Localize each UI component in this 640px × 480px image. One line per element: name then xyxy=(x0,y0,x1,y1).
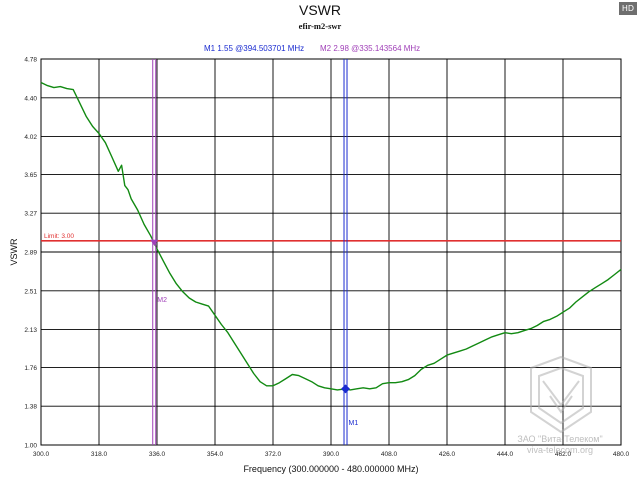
x-tick-labels: 300.0 318.0 336.0 354.0 372.0 390.0 408.0 426.0… xyxy=(33,451,630,458)
x-tick-label: 300.0 xyxy=(33,451,50,458)
y-tick-label: 1.00 xyxy=(24,443,37,450)
chart-title: VSWR xyxy=(299,2,341,18)
y-tick-label: 2.13 xyxy=(24,327,37,334)
markers-layer[interactable]: M1 M2 xyxy=(150,59,358,445)
y-tick-label: 2.89 xyxy=(24,250,37,257)
marker-m1-point[interactable] xyxy=(341,384,351,394)
y-tick-labels: 1.00 1.38 1.76 2.13 2.51 2.89 3.27 3.65 4.02 4.40… xyxy=(24,57,37,450)
series-layer xyxy=(40,81,622,391)
y-tick-label: 2.51 xyxy=(24,288,37,295)
chart-subtitle: efir-m2-swr xyxy=(299,21,342,31)
watermark: ЗАО "Вита-Телеком" viva-telecom.org xyxy=(517,355,603,455)
watermark-site: viva-telecom.org xyxy=(527,445,593,455)
x-tick-label: 336.0 xyxy=(149,451,166,458)
y-tick-label: 1.76 xyxy=(24,365,37,372)
hd-badge[interactable]: HD xyxy=(619,2,637,15)
watermark-shield-icon xyxy=(530,355,592,434)
y-tick-label: 4.40 xyxy=(24,95,37,102)
x-tick-label: 390.0 xyxy=(323,451,340,458)
x-tick-label: 480.0 xyxy=(613,451,630,458)
marker-m2-point[interactable] xyxy=(150,239,159,246)
x-tick-label: 318.0 xyxy=(91,451,108,458)
x-axis-label: Frequency (300.000000 - 480.000000 MHz) xyxy=(243,464,418,474)
marker-m2-readout: M2 2.98 @335.143564 MHz xyxy=(320,44,420,53)
limit-label: Limit: 3.00 xyxy=(44,233,74,240)
y-tick-label: 3.65 xyxy=(24,172,37,179)
series-line-vswr xyxy=(40,81,622,391)
grid-lines xyxy=(41,59,621,445)
marker-m1-readout: M1 1.55 @394.503701 MHz xyxy=(204,44,304,53)
y-tick-label: 1.38 xyxy=(24,404,37,411)
x-tick-label: 372.0 xyxy=(265,451,282,458)
x-tick-label: 408.0 xyxy=(381,451,398,458)
x-tick-label: 462.0 xyxy=(555,451,572,458)
y-tick-label: 3.27 xyxy=(24,211,37,218)
marker-m2-label: M2 xyxy=(157,297,167,304)
x-tick-label: 444.0 xyxy=(497,451,514,458)
y-axis-label: VSWR xyxy=(9,238,19,266)
y-tick-label: 4.78 xyxy=(24,57,37,64)
y-tick-label: 4.02 xyxy=(24,134,37,141)
x-tick-label: 354.0 xyxy=(207,451,224,458)
watermark-company: ЗАО "Вита-Телеком" xyxy=(517,434,602,444)
x-tick-label: 426.0 xyxy=(439,451,456,458)
marker-m1-label: M1 xyxy=(349,420,359,427)
